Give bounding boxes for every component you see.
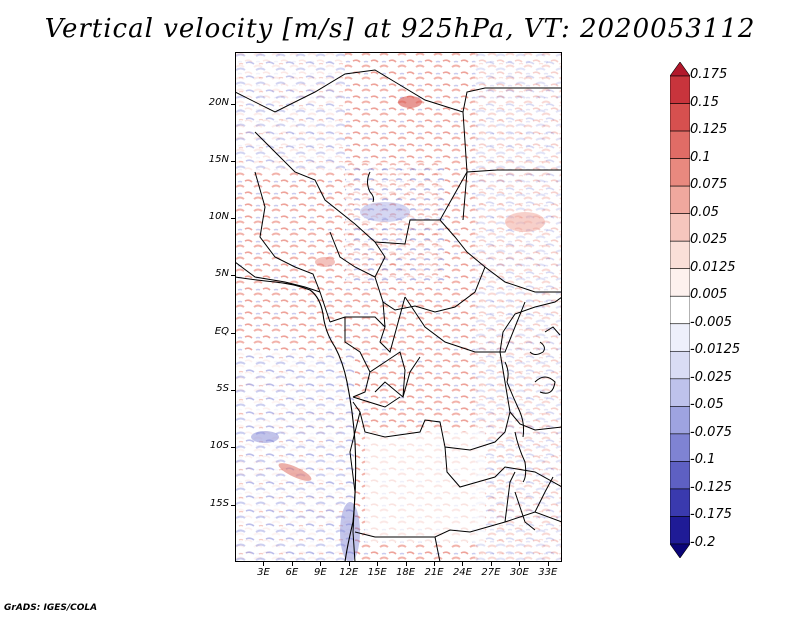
lat-tick-label: 15S [209,497,229,509]
colorbar-top-arrow [670,62,690,77]
colorbar-segment [670,158,690,187]
lon-tick-label: 3E [257,567,270,578]
colorbar-segment [670,406,690,435]
country-borders [235,69,562,562]
colorbar-segment [670,240,690,270]
colorbar-segment [670,350,690,380]
colorbar-label: -0.0125 [690,342,741,358]
map-panel [235,52,562,562]
colorbar-label: -0.025 [690,369,732,385]
colorbar-label: -0.075 [690,424,732,440]
lon-tick-mark [377,562,379,566]
colorbar-segment [670,323,690,352]
colorbar-segment [670,295,690,325]
lon-tick-mark [405,562,407,566]
lat-tick-mark [231,332,235,334]
lon-tick-label: 9E [313,567,327,578]
lon-tick-label: 21E [424,567,444,578]
map-frame [235,52,562,562]
lat-tick-label: 5N [215,268,229,280]
colorbar-label: 0.15 [690,94,719,110]
lakes [367,171,561,531]
colorbar-label: 0.005 [690,287,728,303]
lon-tick-mark [490,562,492,566]
lon-tick-mark [462,562,464,566]
lon-tick-label: 27E [481,567,501,578]
colorbar-segment [670,213,690,242]
colorbar [670,62,690,558]
lat-tick-label: 15N [208,153,229,165]
lon-tick-label: 30E [509,567,529,578]
colorbar-segment [670,516,690,545]
colorbar-segment [670,378,690,407]
colorbar-label: 0.175 [690,67,728,82]
lat-tick-mark [231,103,235,105]
colorbar-segment [670,433,690,462]
lat-tick-label: 20N [208,96,229,108]
colorbar-label: -0.005 [690,314,732,330]
colorbar-label: 0.075 [690,177,728,193]
lat-tick-label: 5S [216,383,229,395]
colorbar-label: 0.0125 [690,259,736,275]
colorbar-label: 0.025 [690,232,728,248]
colorbar-segment [670,461,690,490]
lon-tick-label: 15E [367,567,387,578]
colorbar-label: -0.05 [690,397,724,413]
lon-tick-label: 33E [538,567,558,578]
colorbar-label: -0.2 [690,535,716,550]
colorbar-label: -0.1 [690,452,716,468]
colorbar-label: 0.1 [690,149,711,165]
colorbar-segment [670,103,690,132]
lon-tick-mark [263,562,265,566]
lon-tick-mark [291,562,293,566]
colorbar-label: -0.125 [690,479,732,495]
colorbar-segment [670,488,690,517]
lon-tick-mark [434,562,436,566]
coastline [235,276,357,562]
map-title: Vertical velocity [m/s] at 925hPa, VT: 2… [44,14,756,44]
colorbar-segment [670,75,690,104]
lat-tick-mark [231,218,235,220]
lon-tick-mark [519,562,521,566]
lat-tick-mark [231,275,235,277]
lon-tick-mark [547,562,549,566]
footer-credit: GrADS: IGES/COLA [4,603,98,613]
lat-tick-mark [231,447,235,449]
lat-tick-mark [231,160,235,162]
colorbar-label: 0.05 [690,204,719,220]
lat-tick-label: 10N [208,211,229,223]
lon-tick-label: 18E [396,567,416,578]
colorbar-segment [670,130,690,159]
lon-tick-label: 24E [452,567,472,578]
lon-tick-mark [348,562,350,566]
colorbar-segment [670,185,690,214]
colorbar-segment [670,268,690,297]
lon-tick-label: 6E [285,567,299,578]
lat-tick-label: 10S [209,440,229,452]
colorbar-label: 0.125 [690,122,728,138]
lon-tick-mark [320,562,322,566]
colorbar-label: -0.175 [690,507,732,523]
lat-tick-label: EQ [214,325,229,337]
lat-tick-mark [231,390,235,392]
colorbar-bottom-arrow [670,543,690,558]
lat-tick-mark [231,504,235,506]
lon-tick-label: 12E [339,567,359,578]
